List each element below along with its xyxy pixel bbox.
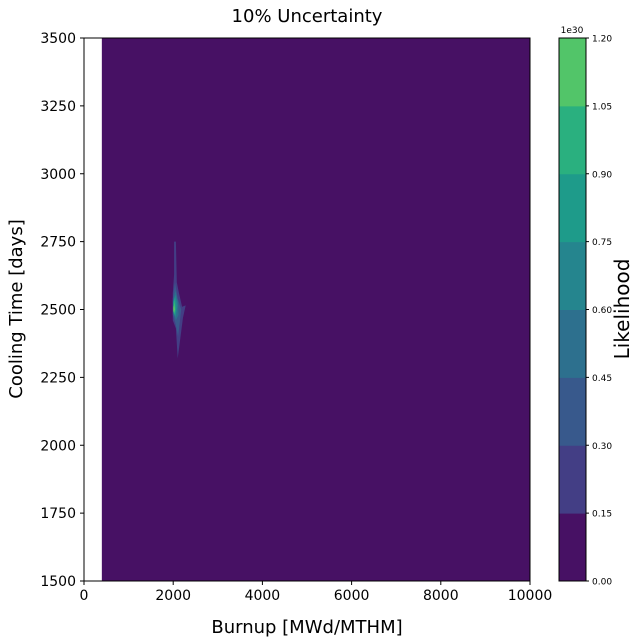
colorbar-tick-label-4: 0.60 — [592, 306, 612, 316]
colorbar-tick-label-7: 1.05 — [592, 102, 612, 112]
colorbar-band-0 — [559, 513, 586, 582]
y-tick-label-1: 1750 — [40, 506, 76, 522]
contour-region-7 — [173, 305, 175, 313]
y-tick-label-4: 2500 — [40, 303, 76, 319]
y-tick-label-7: 3250 — [40, 99, 76, 115]
x-tick-label-0: 0 — [80, 588, 89, 604]
plot-area — [83, 37, 531, 582]
colorbar-band-3 — [559, 309, 586, 378]
contour-region-0 — [172, 241, 186, 359]
colorbar-tick-label-6: 0.90 — [592, 170, 612, 180]
y-tick-label-0: 1500 — [40, 574, 76, 590]
colorbar-band-4 — [559, 241, 586, 310]
x-tick-label-4: 8000 — [423, 588, 459, 604]
colorbar-tick-label-0: 0.00 — [592, 578, 612, 588]
y-tick-label-3: 2250 — [40, 370, 76, 386]
colorbar-tick-label-8: 1.20 — [592, 35, 612, 45]
colorbar-label: Likelihood — [610, 259, 634, 360]
colorbar-tick-label-3: 0.45 — [592, 374, 612, 384]
y-tick-label-6: 3000 — [40, 167, 76, 183]
chart-title: 10% Uncertainty — [232, 6, 383, 27]
colorbar-band-7 — [559, 38, 586, 107]
colorbar-tick-label-1: 0.15 — [592, 510, 612, 520]
contour-background — [101, 38, 530, 581]
y-axis-label: Cooling Time [days] — [6, 219, 27, 398]
colorbar-multiplier: 1e30 — [561, 26, 584, 36]
y-tick-label-2: 2000 — [40, 438, 76, 454]
colorbar-band-2 — [559, 377, 586, 446]
colorbar — [558, 37, 587, 582]
y-axis-ticks: 1500 1750 2000 2250 2500 2750 3000 3250 3500 — [40, 31, 84, 590]
colorbar-band-6 — [559, 105, 586, 175]
y-tick-label-8: 3500 — [40, 31, 76, 47]
x-axis-label: Burnup [MWd/MTHM] — [211, 617, 402, 638]
x-tick-label-3: 6000 — [334, 588, 370, 604]
x-axis-ticks: 0 2000 4000 6000 8000 10000 — [80, 581, 553, 604]
colorbar-band-5 — [559, 173, 586, 243]
x-tick-label-1: 2000 — [155, 588, 191, 604]
x-tick-label-2: 4000 — [245, 588, 281, 604]
colorbar-tick-label-5: 0.75 — [592, 238, 612, 248]
y-tick-label-5: 2750 — [40, 235, 76, 251]
x-tick-label-5: 10000 — [508, 588, 553, 604]
colorbar-tick-label-2: 0.30 — [592, 442, 612, 452]
colorbar-band-1 — [559, 445, 586, 514]
colorbar-ticks: 0.00 0.15 0.30 0.45 0.60 0.75 0.90 1.05 1.20 — [586, 35, 612, 588]
